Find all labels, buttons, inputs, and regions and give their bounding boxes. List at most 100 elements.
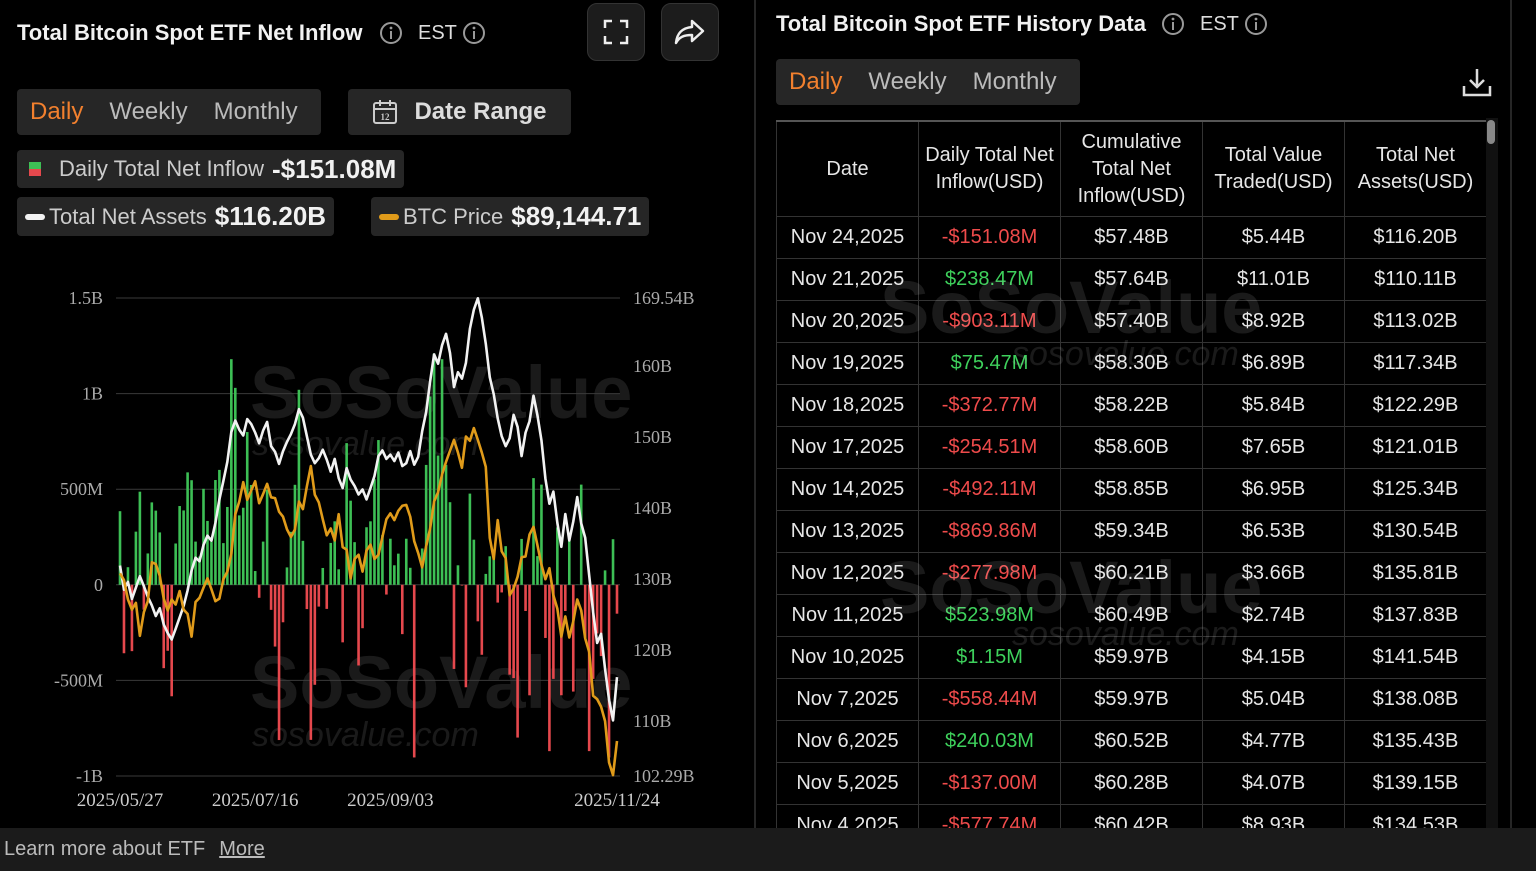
period-tabs: Daily Weekly Monthly [17,89,321,135]
bar [556,527,559,585]
footer-link[interactable]: More [219,838,265,860]
bar [560,584,563,696]
bar [436,455,440,585]
bar [333,521,337,585]
bar [329,542,333,585]
bar [540,484,543,585]
legend-item[interactable]: Daily Total Net Inflow -$151.08M [17,150,405,188]
table-cell: Nov 5,2025 [776,762,919,805]
tab[interactable]: Weekly [109,98,188,125]
bar [583,584,587,638]
table-row: Nov 20,2025 -$903.11M $57.40B $8.92B $113.02… [776,300,1487,343]
table-cell: $58.30B [1060,342,1203,385]
bar [428,396,432,585]
legend-item[interactable]: BTC Price $89,144.71 [371,197,650,236]
table-cell: $58.22B [1060,384,1203,427]
y2-tick-label: 130B [633,569,672,589]
table-row: Nov 7,2025 -$558.44M $59.97B $5.04B $138.08B [776,678,1487,721]
divider [754,0,756,828]
tab[interactable]: Monthly [972,68,1057,95]
tab[interactable]: Daily [789,68,843,95]
info-icon[interactable] [1160,11,1186,37]
bar [321,567,325,585]
table-cell: -$277.98M [918,552,1061,595]
y2-tick-label: 150B [633,427,672,447]
table-cell: -$372.77M [918,384,1061,427]
table-cell: $121.01B [1344,426,1487,469]
bar [615,584,619,614]
bar [317,584,321,607]
table-cell: $4.07B [1202,762,1345,805]
tab[interactable]: Daily [30,98,84,125]
bar [146,553,150,585]
y-tick-label: -1B [76,766,103,786]
footer: Learn more about ETF More [0,828,1536,871]
table-cell: $5.84B [1202,384,1345,427]
bar [281,584,285,623]
table-cell: $8.93B [1202,804,1345,828]
bar [269,584,273,610]
timezone: EST [418,22,457,44]
info-icon[interactable] [378,20,404,46]
history-title: Total Bitcoin Spot ETF History Data [776,11,1146,36]
bar [587,584,591,752]
bar [571,584,575,692]
table-cell: $523.98M [918,594,1061,637]
table-row: Nov 12,2025 -$277.98M $60.21B $3.66B $135.81… [776,552,1487,595]
table-cell: $3.66B [1202,552,1345,595]
table-cell: $59.97B [1060,678,1203,721]
table-cell: $57.48B [1060,216,1203,259]
table-cell: -$492.11M [918,468,1061,511]
table-row: Nov 11,2025 $523.98M $60.49B $2.74B $137.83B [776,594,1487,637]
table-cell: $6.95B [1202,468,1345,511]
table-cell: $240.03M [918,720,1061,763]
info-icon[interactable] [1243,11,1269,37]
table-cell: $7.65B [1202,426,1345,469]
bar [404,538,408,585]
tab[interactable]: Weekly [868,68,947,95]
bar [206,520,209,585]
bar [194,541,197,585]
bar [261,541,265,585]
table-cell: $5.04B [1202,678,1345,721]
bar [182,510,185,585]
bar [230,359,233,585]
bar [468,493,472,585]
table-cell: $60.21B [1060,552,1203,595]
bar [512,584,515,679]
download-button[interactable] [1461,66,1493,98]
column-header: Total Net Assets(USD) [1344,120,1487,217]
bar [126,567,130,585]
calendar-icon: 12 [373,100,398,124]
table-cell: $117.34B [1344,342,1487,385]
tab[interactable]: Monthly [213,98,298,125]
bar [237,515,241,585]
table-cell: $238.47M [918,258,1061,301]
bar [130,584,134,652]
table-cell: $11.01B [1202,258,1345,301]
scroll-thumb[interactable] [1487,120,1495,144]
fullscreen-button[interactable] [587,3,645,61]
info-icon[interactable] [461,20,487,46]
bar [289,531,293,585]
table-cell: $1.15M [918,636,1061,679]
scrollbar[interactable] [1486,118,1498,828]
bar [301,540,305,585]
bar [564,584,567,611]
bar [341,584,344,643]
column-header: Total Value Traded(USD) [1202,120,1345,217]
bar [500,584,503,593]
y2-tick-label: 102.29B [633,766,695,786]
bar [186,472,189,585]
table-cell: $122.29B [1344,384,1487,427]
table-cell: Nov 18,2025 [776,384,919,427]
table-cell: Nov 12,2025 [776,552,919,595]
bar [381,535,384,585]
legend-item[interactable]: Total Net Assets $116.20B [17,197,335,236]
line [118,426,619,777]
bar [567,538,571,585]
date-range-button[interactable]: 12 Date Range [348,89,571,135]
share-button[interactable] [661,3,719,61]
legend-swatch [25,213,45,220]
bar [297,389,301,585]
